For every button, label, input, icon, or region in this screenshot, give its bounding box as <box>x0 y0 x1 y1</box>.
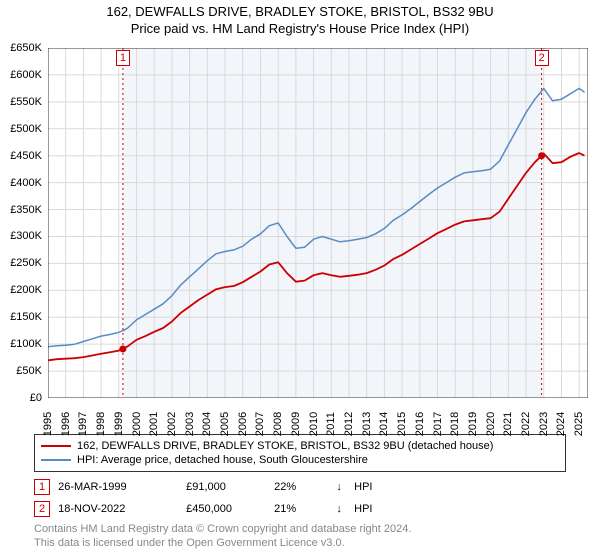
page-title: 162, DEWFALLS DRIVE, BRADLEY STOKE, BRIS… <box>0 0 600 19</box>
x-tick-label: 2019 <box>467 412 479 436</box>
y-tick-label: £450K <box>10 150 42 162</box>
sale-arrow-icon: ↓ <box>332 503 346 515</box>
legend-swatch <box>41 445 71 447</box>
x-tick-label: 2015 <box>396 412 408 436</box>
plot-region: 12 <box>48 48 588 398</box>
y-tick-label: £100K <box>10 338 42 350</box>
sale-price: £450,000 <box>186 503 266 515</box>
legend: 162, DEWFALLS DRIVE, BRADLEY STOKE, BRIS… <box>34 434 566 472</box>
x-tick-label: 2001 <box>148 412 160 436</box>
y-tick-label: £50K <box>16 365 42 377</box>
sale-arrow-icon: ↓ <box>332 481 346 493</box>
x-axis: 1995199619971998199920002001200220032004… <box>48 398 588 430</box>
x-tick-label: 1995 <box>42 412 54 436</box>
x-tick-label: 2012 <box>343 412 355 436</box>
y-tick-label: £650K <box>10 42 42 54</box>
sale-date: 26-MAR-1999 <box>58 481 178 493</box>
x-tick-label: 2013 <box>361 412 373 436</box>
x-tick-label: 1999 <box>113 412 125 436</box>
y-tick-label: £150K <box>10 311 42 323</box>
x-tick-label: 2011 <box>325 412 337 436</box>
x-tick-label: 2003 <box>184 412 196 436</box>
credit-line1: Contains HM Land Registry data © Crown c… <box>34 522 566 536</box>
sale-marker-box: 1 <box>34 479 50 495</box>
y-tick-label: £0 <box>30 392 42 404</box>
sale-price: £91,000 <box>186 481 266 493</box>
y-axis: £0£50K£100K£150K£200K£250K£300K£350K£400… <box>0 48 46 398</box>
y-tick-label: £400K <box>10 177 42 189</box>
x-tick-label: 2008 <box>272 412 284 436</box>
legend-label: HPI: Average price, detached house, Sout… <box>77 454 368 466</box>
y-tick-label: £550K <box>10 96 42 108</box>
sale-pct: 22% <box>274 481 324 493</box>
x-tick-label: 2017 <box>432 412 444 436</box>
y-tick-label: £200K <box>10 284 42 296</box>
y-tick-label: £250K <box>10 257 42 269</box>
sale-marker-box: 2 <box>34 501 50 517</box>
sale-tag: HPI <box>354 503 372 515</box>
sale-tag: HPI <box>354 481 372 493</box>
x-tick-label: 2021 <box>502 412 514 436</box>
x-tick-label: 2022 <box>520 412 532 436</box>
x-tick-label: 1996 <box>60 412 72 436</box>
x-tick-label: 2010 <box>308 412 320 436</box>
x-tick-label: 2025 <box>573 412 585 436</box>
legend-row: HPI: Average price, detached house, Sout… <box>41 453 559 467</box>
credit-line2: This data is licensed under the Open Gov… <box>34 536 566 550</box>
x-tick-label: 1998 <box>95 412 107 436</box>
chart-area: £0 £50K £100K £150K £200K £250K £300K £350K £400… <box>0 40 600 430</box>
plot-svg <box>48 48 588 398</box>
x-tick-label: 2002 <box>166 412 178 436</box>
page-subtitle: Price paid vs. HM Land Registry's House … <box>0 19 600 40</box>
x-tick-label: 2023 <box>538 412 550 436</box>
legend-swatch <box>41 459 71 461</box>
sale-pct: 21% <box>274 503 324 515</box>
sales-table: 1 26-MAR-1999 £91,000 22% ↓ HPI 2 18-NOV-2022 £4… <box>34 476 566 520</box>
x-tick-label: 2005 <box>219 412 231 436</box>
credit-text: Contains HM Land Registry data © Crown c… <box>34 522 566 551</box>
sale-row: 1 26-MAR-1999 £91,000 22% ↓ HPI <box>34 476 566 498</box>
y-tick-label: £350K <box>10 204 42 216</box>
x-tick-label: 2006 <box>237 412 249 436</box>
x-tick-label: 2004 <box>201 412 213 436</box>
x-tick-label: 2014 <box>378 412 390 436</box>
x-tick-label: 2018 <box>449 412 461 436</box>
x-tick-label: 2016 <box>414 412 426 436</box>
sale-marker-2: 2 <box>535 50 549 66</box>
y-tick-label: £500K <box>10 123 42 135</box>
y-tick-label: £300K <box>10 230 42 242</box>
x-tick-label: 2007 <box>254 412 266 436</box>
y-tick-label: £600K <box>10 69 42 81</box>
x-tick-label: 2009 <box>290 412 302 436</box>
sale-row: 2 18-NOV-2022 £450,000 21% ↓ HPI <box>34 498 566 520</box>
x-tick-label: 2024 <box>555 412 567 436</box>
legend-row: 162, DEWFALLS DRIVE, BRADLEY STOKE, BRIS… <box>41 439 559 453</box>
x-tick-label: 2020 <box>485 412 497 436</box>
sale-date: 18-NOV-2022 <box>58 503 178 515</box>
sale-marker-1: 1 <box>116 50 130 66</box>
x-tick-label: 2000 <box>131 412 143 436</box>
legend-label: 162, DEWFALLS DRIVE, BRADLEY STOKE, BRIS… <box>77 440 493 452</box>
x-tick-label: 1997 <box>77 412 89 436</box>
